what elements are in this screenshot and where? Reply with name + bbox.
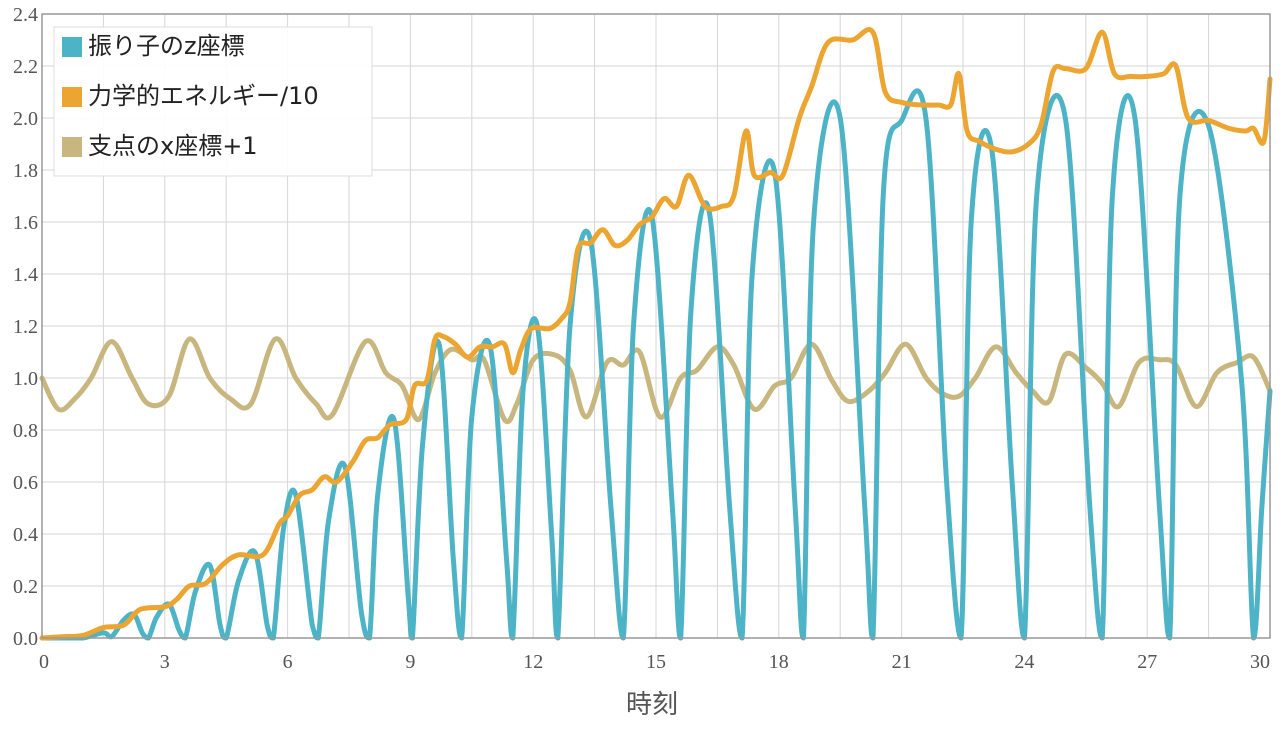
y-tick-label: 0.2 bbox=[13, 576, 38, 598]
y-tick-label: 1.2 bbox=[13, 316, 38, 338]
y-tick-label: 2.4 bbox=[13, 4, 38, 26]
y-tick-label: 0.4 bbox=[13, 524, 38, 546]
y-tick-label: 1.0 bbox=[13, 368, 38, 390]
series-lines bbox=[39, 27, 1273, 641]
series-line-0 bbox=[39, 88, 1273, 641]
y-tick-label: 1.6 bbox=[13, 212, 38, 234]
x-tick-label: 15 bbox=[646, 651, 666, 673]
legend-swatch bbox=[62, 87, 82, 107]
y-tick-label: 2.2 bbox=[13, 56, 38, 78]
legend-box bbox=[53, 26, 373, 177]
x-axis-title: 時刻 bbox=[626, 690, 678, 720]
x-tick-labels: 0 3 6 9 12 15 18 21 24 27 30 bbox=[39, 651, 1270, 673]
legend-label: 支点のx座標+1 bbox=[88, 132, 258, 160]
x-tick-label: 27 bbox=[1137, 651, 1157, 673]
y-tick-label: 0.6 bbox=[13, 472, 38, 494]
legend-label: 力学的エネルギー/10 bbox=[88, 82, 319, 110]
x-tick-label: 3 bbox=[160, 651, 170, 673]
x-tick-label: 30 bbox=[1250, 651, 1270, 673]
x-tick-label: 0 bbox=[39, 651, 49, 673]
legend-label: 振り子のz座標 bbox=[88, 32, 245, 60]
x-tick-label: 6 bbox=[283, 651, 293, 673]
y-tick-label: 0.0 bbox=[13, 628, 38, 650]
series-line-2 bbox=[39, 336, 1273, 425]
y-tick-label: 1.8 bbox=[13, 160, 38, 182]
series-line-1 bbox=[39, 27, 1273, 641]
y-tick-label: 1.4 bbox=[13, 264, 38, 286]
x-tick-label: 12 bbox=[523, 651, 543, 673]
y-tick-label: 0.8 bbox=[13, 420, 38, 442]
legend-swatch bbox=[62, 137, 82, 157]
legend-swatch bbox=[62, 37, 82, 57]
x-tick-label: 9 bbox=[405, 651, 415, 673]
plot-border bbox=[41, 13, 1271, 639]
y-tick-label: 2.0 bbox=[13, 108, 38, 130]
y-tick-labels: 0.0 0.2 0.4 0.6 0.8 1.0 1.2 1.4 1.6 1.8 2.0 2.2 2.4 bbox=[13, 4, 38, 650]
x-tick-label: 24 bbox=[1014, 651, 1034, 673]
x-tick-label: 18 bbox=[769, 651, 789, 673]
x-tick-label: 21 bbox=[892, 651, 912, 673]
